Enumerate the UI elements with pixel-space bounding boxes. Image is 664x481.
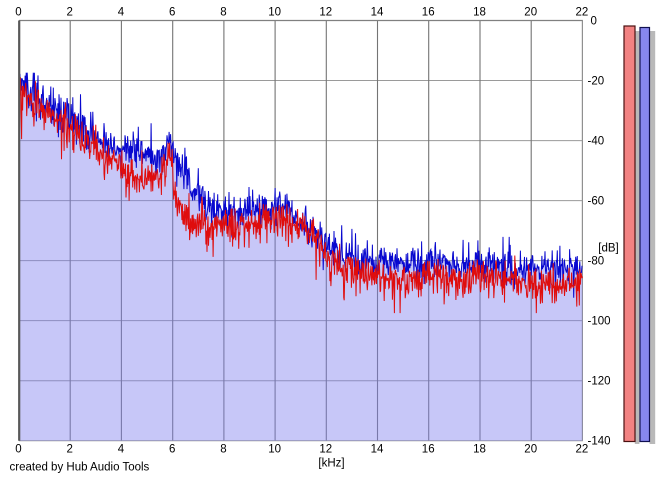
svg-text:10: 10	[268, 444, 281, 456]
svg-text:2: 2	[66, 444, 72, 456]
svg-text:12: 12	[319, 7, 332, 19]
svg-text:created by Hub Audio Tools: created by Hub Audio Tools	[10, 462, 150, 474]
svg-text:-40: -40	[588, 136, 605, 148]
svg-text:0: 0	[591, 16, 597, 28]
svg-text:[kHz]: [kHz]	[318, 458, 344, 470]
svg-text:2: 2	[66, 7, 72, 19]
svg-text:-140: -140	[588, 436, 611, 448]
svg-text:20: 20	[524, 444, 537, 456]
svg-text:4: 4	[118, 7, 125, 19]
svg-text:-20: -20	[588, 76, 605, 88]
svg-text:12: 12	[319, 444, 332, 456]
svg-text:6: 6	[169, 7, 175, 19]
svg-text:-120: -120	[588, 376, 611, 388]
svg-text:16: 16	[422, 7, 435, 19]
svg-text:22: 22	[576, 444, 589, 456]
svg-text:10: 10	[268, 7, 281, 19]
svg-text:14: 14	[371, 7, 384, 19]
svg-text:[dB]: [dB]	[598, 243, 618, 255]
svg-text:16: 16	[422, 444, 435, 456]
svg-text:8: 8	[220, 444, 226, 456]
svg-text:18: 18	[473, 444, 486, 456]
svg-text:0: 0	[15, 7, 21, 19]
svg-text:20: 20	[524, 7, 537, 19]
svg-text:18: 18	[473, 7, 486, 19]
svg-text:4: 4	[118, 444, 125, 456]
svg-text:6: 6	[169, 444, 175, 456]
svg-text:-100: -100	[588, 316, 611, 328]
svg-text:8: 8	[220, 7, 226, 19]
svg-text:0: 0	[15, 444, 21, 456]
svg-text:-80: -80	[588, 256, 605, 268]
svg-text:-60: -60	[588, 196, 605, 208]
svg-text:14: 14	[371, 444, 384, 456]
svg-text:22: 22	[576, 7, 589, 19]
